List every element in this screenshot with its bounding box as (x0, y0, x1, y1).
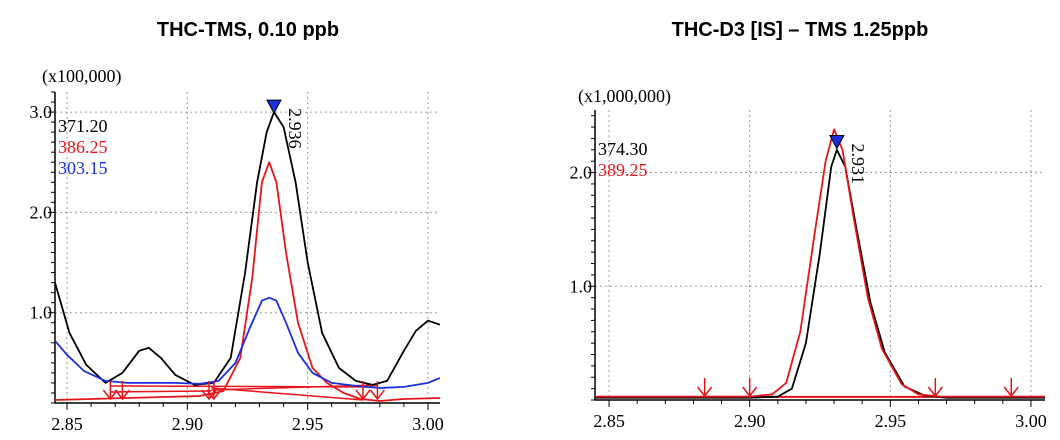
integration-marker-arrow (355, 381, 371, 401)
y-tick-label: 1.0 (30, 303, 53, 323)
series-line-303-15 (55, 296, 440, 389)
integration-marker-arrow (206, 381, 222, 401)
x-tick-label: 2.95 (875, 411, 907, 431)
chart-title: THC-TMS, 0.10 ppb (157, 19, 339, 41)
chart-panel-left: THC-TMS, 0.10 ppb (x100,000) 2.85 2.90 2.95 3… (30, 19, 444, 434)
legend-entry: 386.25 (58, 137, 108, 157)
integration-marker-arrow (1003, 378, 1019, 398)
y-tick-label: 1.0 (570, 276, 593, 296)
x-tick-label: 3.00 (1015, 411, 1047, 431)
y-tick-label: 2.0 (30, 202, 53, 222)
y-multiplier-label: (x100,000) (42, 66, 122, 87)
x-tick-label: 3.00 (412, 414, 444, 434)
peak-marker (829, 135, 845, 150)
peak-retention-time-label: 2.936 (285, 108, 305, 149)
chart-panel-right: THC-D3 [IS] – TMS 1.25ppb (x1,000,000) 2.8… (570, 19, 1047, 431)
y-tick-label: 3.0 (30, 102, 53, 122)
legend-entry: 371.20 (58, 116, 108, 136)
integration-baseline (110, 390, 212, 393)
chart-title: THC-D3 [IS] – TMS 1.25ppb (672, 19, 929, 41)
integration-marker-arrow (697, 378, 713, 398)
legend-entry: 303.15 (58, 158, 108, 178)
integration-marker-arrow (102, 381, 118, 401)
series-line-389-25 (595, 128, 1045, 398)
integration-marker-arrow (114, 381, 130, 401)
x-tick-label: 2.90 (172, 414, 204, 434)
x-tick-label: 2.90 (734, 411, 766, 431)
series-line-371-20 (55, 111, 440, 386)
peak-marker (266, 99, 282, 115)
integration-marker-arrow (742, 378, 758, 398)
series-line-386-25 (55, 161, 440, 402)
y-multiplier-label: (x1,000,000) (578, 86, 671, 107)
x-tick-label: 2.95 (292, 414, 324, 434)
integration-marker-arrow (369, 381, 386, 401)
y-tick-label: 2.0 (570, 163, 593, 183)
peak-retention-time-label: 2.931 (848, 144, 868, 185)
x-tick-label: 2.85 (51, 414, 83, 434)
series-line-374-30 (595, 148, 1045, 399)
integration-baseline (211, 387, 364, 401)
legend-entry: 389.25 (598, 160, 648, 180)
legend-entry: 374.30 (598, 139, 648, 159)
integration-marker-arrow (927, 378, 943, 398)
x-tick-label: 2.85 (593, 411, 625, 431)
